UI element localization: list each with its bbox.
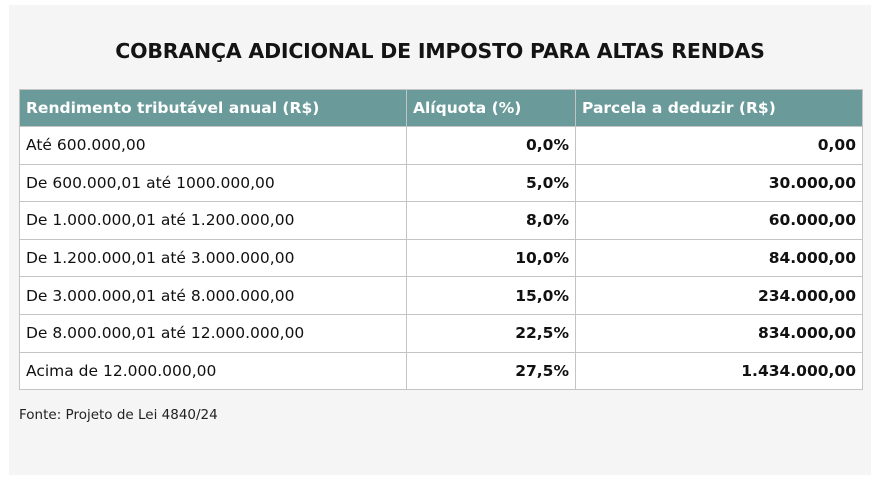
infographic-panel: COBRANÇA ADICIONAL DE IMPOSTO PARA ALTAS… bbox=[9, 5, 871, 475]
income-range-cell: De 600.000,01 até 1000.000,00 bbox=[19, 163, 407, 203]
table-row: De 8.000.000,01 até 12.000.000,00 22,5% … bbox=[19, 313, 863, 353]
deduction-cell: 60.000,00 bbox=[575, 201, 863, 240]
income-range-cell: Até 600.000,00 bbox=[19, 126, 407, 165]
rate-cell: 22,5% bbox=[406, 313, 576, 353]
deduction-cell: 30.000,00 bbox=[575, 163, 863, 203]
deduction-cell: 834.000,00 bbox=[575, 313, 863, 353]
column-header-income: Rendimento tributável anual (R$) bbox=[19, 89, 407, 127]
source-note: Fonte: Projeto de Lei 4840/24 bbox=[19, 407, 218, 423]
income-range-cell: De 1.200.000,01 até 3.000.000,00 bbox=[19, 238, 407, 278]
income-range-cell: De 3.000.000,01 até 8.000.000,00 bbox=[19, 276, 407, 315]
deduction-cell: 234.000,00 bbox=[575, 276, 863, 315]
column-header-deduction: Parcela a deduzir (R$) bbox=[575, 89, 863, 127]
table-row: Acima de 12.000.000,00 27,5% 1.434.000,0… bbox=[19, 351, 863, 391]
income-range-cell: De 8.000.000,01 até 12.000.000,00 bbox=[19, 313, 407, 353]
rate-cell: 15,0% bbox=[406, 276, 576, 315]
tax-table: Rendimento tributável anual (R$) Alíquot… bbox=[19, 89, 863, 391]
deduction-cell: 84.000,00 bbox=[575, 238, 863, 278]
rate-cell: 10,0% bbox=[406, 238, 576, 278]
rate-cell: 0,0% bbox=[406, 126, 576, 165]
income-range-cell: De 1.000.000,01 até 1.200.000,00 bbox=[19, 201, 407, 240]
income-range-cell: Acima de 12.000.000,00 bbox=[19, 351, 407, 391]
table-row: Até 600.000,00 0,0% 0,00 bbox=[19, 126, 863, 165]
rate-cell: 5,0% bbox=[406, 163, 576, 203]
deduction-cell: 1.434.000,00 bbox=[575, 351, 863, 391]
deduction-cell: 0,00 bbox=[575, 126, 863, 165]
page-title: COBRANÇA ADICIONAL DE IMPOSTO PARA ALTAS… bbox=[115, 39, 765, 63]
table-header-row: Rendimento tributável anual (R$) Alíquot… bbox=[19, 89, 863, 127]
table-row: De 3.000.000,01 até 8.000.000,00 15,0% 2… bbox=[19, 276, 863, 315]
rate-cell: 8,0% bbox=[406, 201, 576, 240]
rate-cell: 27,5% bbox=[406, 351, 576, 391]
table-row: De 1.200.000,01 até 3.000.000,00 10,0% 8… bbox=[19, 238, 863, 278]
column-header-rate: Alíquota (%) bbox=[406, 89, 576, 127]
table-row: De 600.000,01 até 1000.000,00 5,0% 30.00… bbox=[19, 163, 863, 203]
table-row: De 1.000.000,01 até 1.200.000,00 8,0% 60… bbox=[19, 201, 863, 240]
